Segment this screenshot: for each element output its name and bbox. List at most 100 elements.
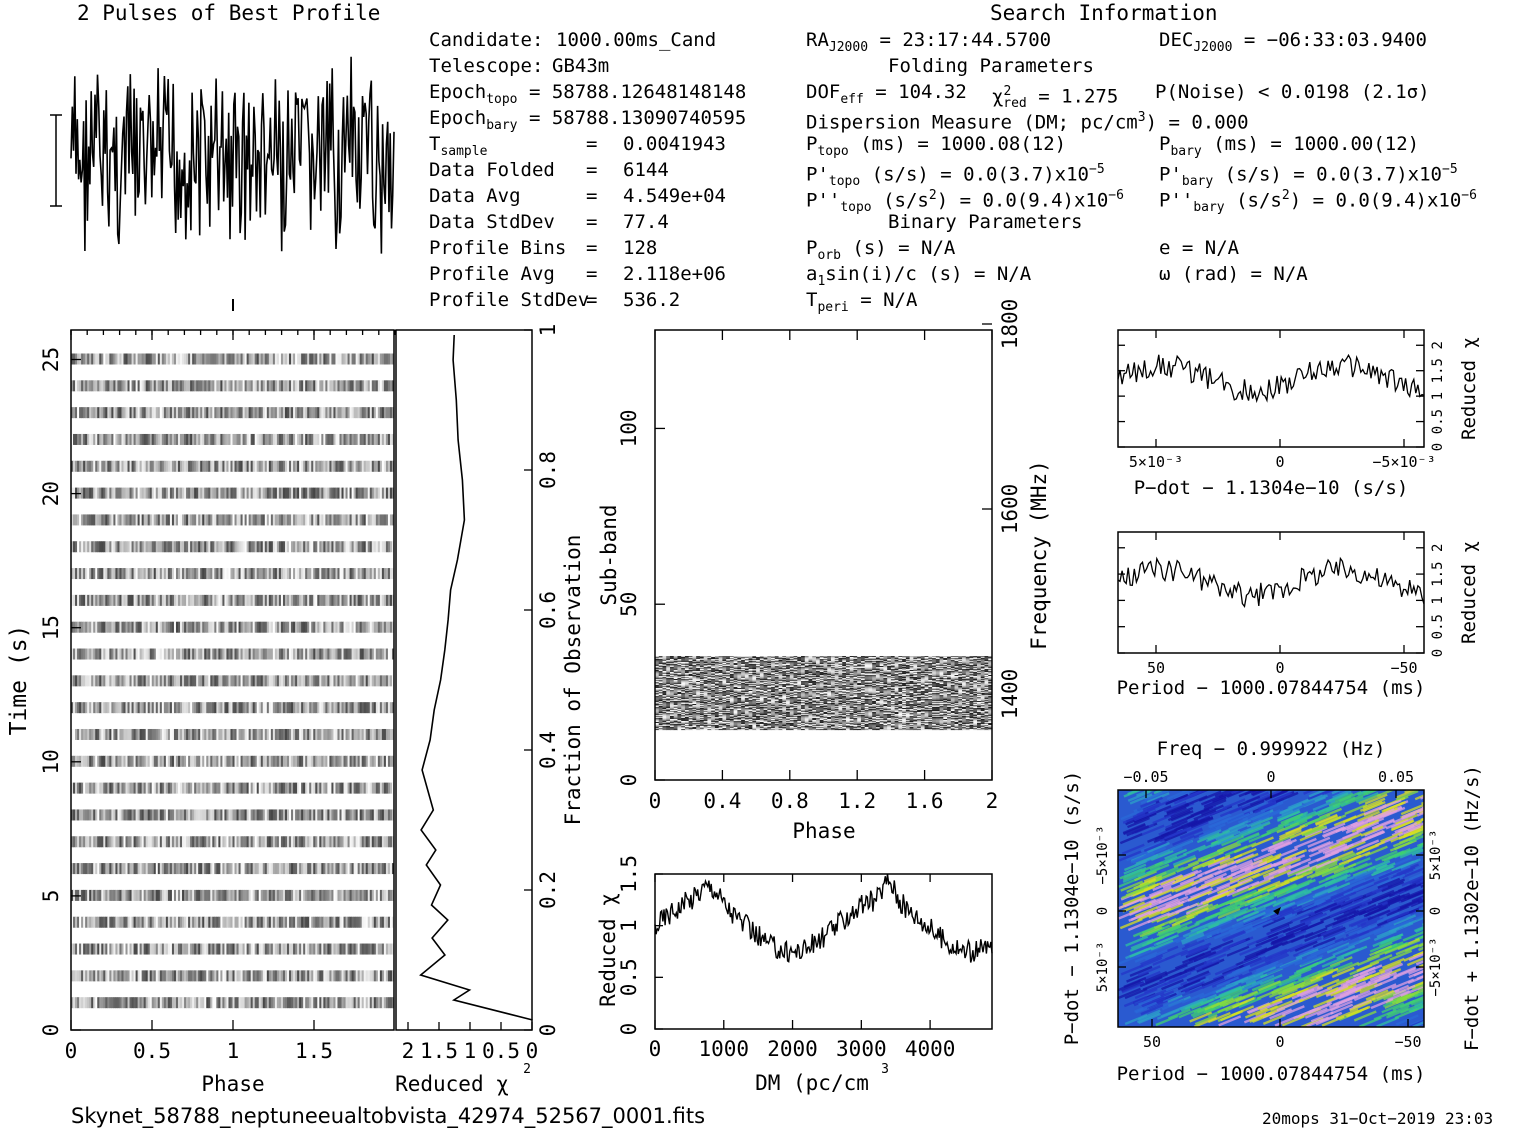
time-phase-cell: [101, 916, 104, 928]
time-phase-cell: [299, 380, 302, 392]
subband-cell: [932, 657, 937, 659]
time-phase-cell: [161, 353, 165, 365]
subband-cell: [655, 661, 660, 663]
subband-cell: [872, 660, 877, 662]
time-phase-cell: [357, 916, 361, 928]
time-phase-cell: [339, 380, 342, 392]
time-phase-cell: [222, 889, 225, 901]
time-phase-cell: [81, 782, 84, 794]
time-phase-cell: [375, 809, 379, 821]
subband-cell: [718, 665, 723, 667]
time-phase-cell: [125, 836, 128, 848]
time-phase-cell: [260, 943, 264, 955]
time-phase-cell: [381, 836, 385, 848]
time-phase-cell: [216, 541, 219, 553]
time-phase-cell: [240, 594, 243, 606]
time-phase-cell: [297, 568, 300, 580]
subband-cell: [774, 659, 780, 661]
time-phase-cell: [214, 782, 217, 794]
time-phase-cell: [389, 728, 393, 740]
time-phase-cell: [200, 568, 203, 580]
time-phase-cell: [200, 997, 203, 1009]
time-phase-cell: [365, 970, 369, 982]
time-phase-cell: [329, 594, 332, 606]
time-phase-cell: [293, 380, 296, 392]
time-phase-cell: [248, 541, 252, 553]
time-phase-cell: [375, 782, 379, 794]
time-phase-cell: [77, 541, 80, 553]
time-phase-cell: [343, 353, 346, 365]
time-phase-cell: [129, 943, 132, 955]
time-phase-cell: [325, 889, 328, 901]
time-phase-cell: [186, 487, 189, 499]
subband-cell: [771, 656, 776, 658]
time-phase-cell: [190, 970, 193, 982]
time-phase-cell: [75, 380, 78, 392]
time-phase-cell: [230, 433, 233, 445]
time-phase-cell: [234, 407, 237, 419]
time-phase-cell: [194, 353, 197, 365]
time-phase-cell: [293, 594, 296, 606]
subband-cell: [924, 660, 929, 662]
time-phase-cell: [218, 782, 221, 794]
time-phase-cell: [175, 916, 179, 928]
subband-cell: [857, 659, 862, 661]
subband-cell: [928, 663, 933, 665]
time-phase-cell: [284, 916, 288, 928]
time-phase-cell: [79, 997, 82, 1009]
time-phase-cell: [186, 889, 189, 901]
subband-cell: [819, 661, 824, 663]
time-phase-cell: [212, 621, 215, 633]
time-phase-cell: [331, 755, 334, 767]
time-phase-cell: [139, 541, 143, 553]
time-phase-cell: [117, 916, 120, 928]
subband-cell: [913, 662, 918, 664]
time-phase-cell: [87, 541, 90, 553]
time-phase-cell: [226, 648, 229, 660]
time-phase-cell: [93, 728, 96, 740]
time-phase-cell: [226, 594, 229, 606]
time-phase-cell: [291, 621, 294, 633]
subband-cell: [684, 657, 690, 659]
subband-cell: [827, 663, 832, 665]
time-phase-cell: [309, 702, 312, 714]
subband-cell: [808, 661, 813, 663]
time-phase-cell: [375, 836, 379, 848]
time-phase-cell: [389, 514, 393, 526]
time-phase-cell: [95, 353, 98, 365]
subband-cell: [714, 658, 720, 660]
y-tick-label: 15: [39, 615, 63, 640]
time-phase-cell: [77, 460, 80, 472]
time-phase-cell: [139, 380, 143, 392]
time-phase-cell: [206, 970, 209, 982]
time-phase-cell: [129, 541, 132, 553]
time-phase-cell: [204, 487, 207, 499]
time-phase-cell: [363, 809, 367, 821]
time-phase-cell: [272, 433, 276, 445]
time-phase-cell: [226, 889, 229, 901]
time-phase-cell: [95, 541, 98, 553]
subband-cell: [789, 665, 795, 667]
time-phase-cell: [111, 594, 114, 606]
time-phase-cell: [383, 648, 387, 660]
time-phase-cell: [252, 970, 256, 982]
subband-cell: [849, 662, 854, 664]
time-phase-cell: [230, 487, 233, 499]
time-phase-cell: [337, 863, 340, 875]
time-phase-cell: [206, 702, 209, 714]
time-phase-cell: [345, 433, 348, 445]
time-phase-cell: [141, 568, 145, 580]
time-phase-cell: [79, 943, 82, 955]
time-phase-cell: [101, 836, 104, 848]
time-phase-cell: [149, 836, 153, 848]
time-phase-cell: [194, 514, 197, 526]
subband-cell: [782, 659, 787, 661]
time-phase-cell: [345, 407, 348, 419]
time-phase-cell: [353, 702, 357, 714]
subband-cell: [782, 657, 787, 659]
time-phase-cell: [284, 514, 288, 526]
time-phase-cell: [139, 675, 143, 687]
time-phase-cell: [75, 541, 78, 553]
time-phase-cell: [222, 487, 225, 499]
time-phase-cell: [167, 380, 171, 392]
